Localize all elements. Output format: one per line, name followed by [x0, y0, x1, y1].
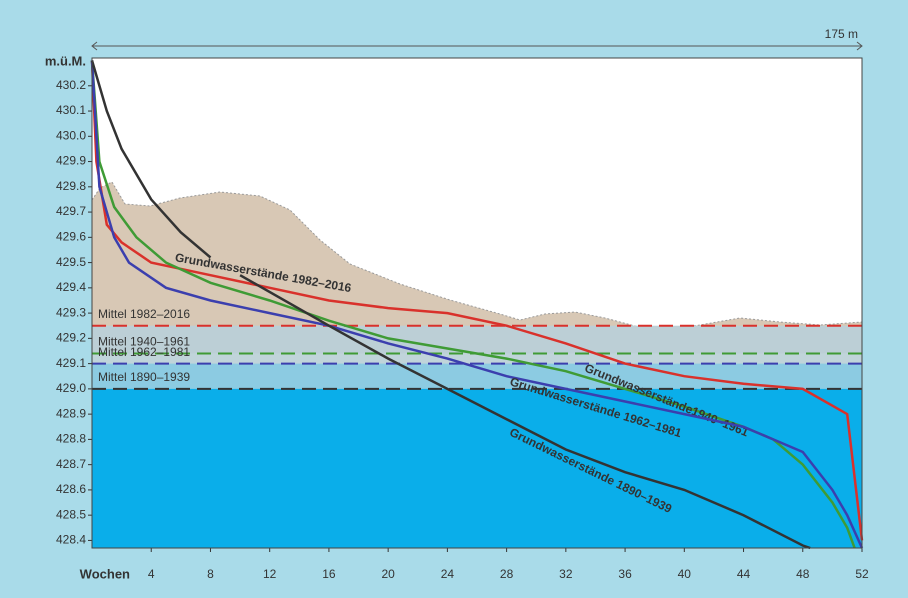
- x-tick-label: 52: [855, 567, 869, 581]
- reference-label: Mittel 1962–1981: [98, 345, 190, 359]
- x-tick-label: 32: [559, 567, 573, 581]
- y-tick-label: 429.6: [56, 230, 86, 244]
- x-tick-label: 48: [796, 567, 810, 581]
- x-tick-label: 44: [737, 567, 751, 581]
- y-tick-label: 429.3: [56, 305, 86, 319]
- x-tick-label: 20: [381, 567, 395, 581]
- y-tick-label: 429.8: [56, 179, 86, 193]
- y-tick-label: 429.2: [56, 331, 86, 345]
- x-tick-label: 4: [148, 567, 155, 581]
- water-band: [92, 389, 862, 548]
- x-tick-label: 16: [322, 567, 336, 581]
- x-tick-label: 28: [500, 567, 514, 581]
- y-tick-label: 428.4: [56, 533, 86, 547]
- page: 175 m m.ü.M. Wochen 428.4 428.5 428.6 428.7…: [0, 0, 908, 598]
- y-tick-label: 430.1: [56, 103, 86, 117]
- y-axis-label: m.ü.M.: [45, 53, 86, 68]
- y-tick-label: 428.7: [56, 457, 86, 471]
- y-tick-label: 428.6: [56, 482, 86, 496]
- y-tick-label: 428.9: [56, 406, 86, 420]
- y-tick-label: 430.0: [56, 128, 86, 142]
- reference-label: Mittel 1890–1939: [98, 370, 190, 384]
- chart: 175 m m.ü.M. Wochen 428.4 428.5 428.6 428.7…: [0, 0, 908, 598]
- x-tick-label: 12: [263, 567, 277, 581]
- x-axis-label: Wochen: [80, 566, 130, 581]
- y-tick-label: 428.8: [56, 432, 86, 446]
- scale-label: 175 m: [825, 27, 858, 41]
- y-tick-label: 429.1: [56, 356, 86, 370]
- x-tick-label: 36: [618, 567, 632, 581]
- x-tick-label: 24: [441, 567, 455, 581]
- x-tick-label: 40: [678, 567, 692, 581]
- reference-label: Mittel 1982–2016: [98, 307, 190, 321]
- x-tick-label: 8: [207, 567, 214, 581]
- y-tick-label: 429.5: [56, 255, 86, 269]
- y-tick-label: 429.4: [56, 280, 86, 294]
- y-tick-label: 429.9: [56, 154, 86, 168]
- y-tick-label: 428.5: [56, 507, 86, 521]
- y-tick-label: 429.7: [56, 204, 86, 218]
- y-tick-label: 430.2: [56, 78, 86, 92]
- y-tick-label: 429.0: [56, 381, 86, 395]
